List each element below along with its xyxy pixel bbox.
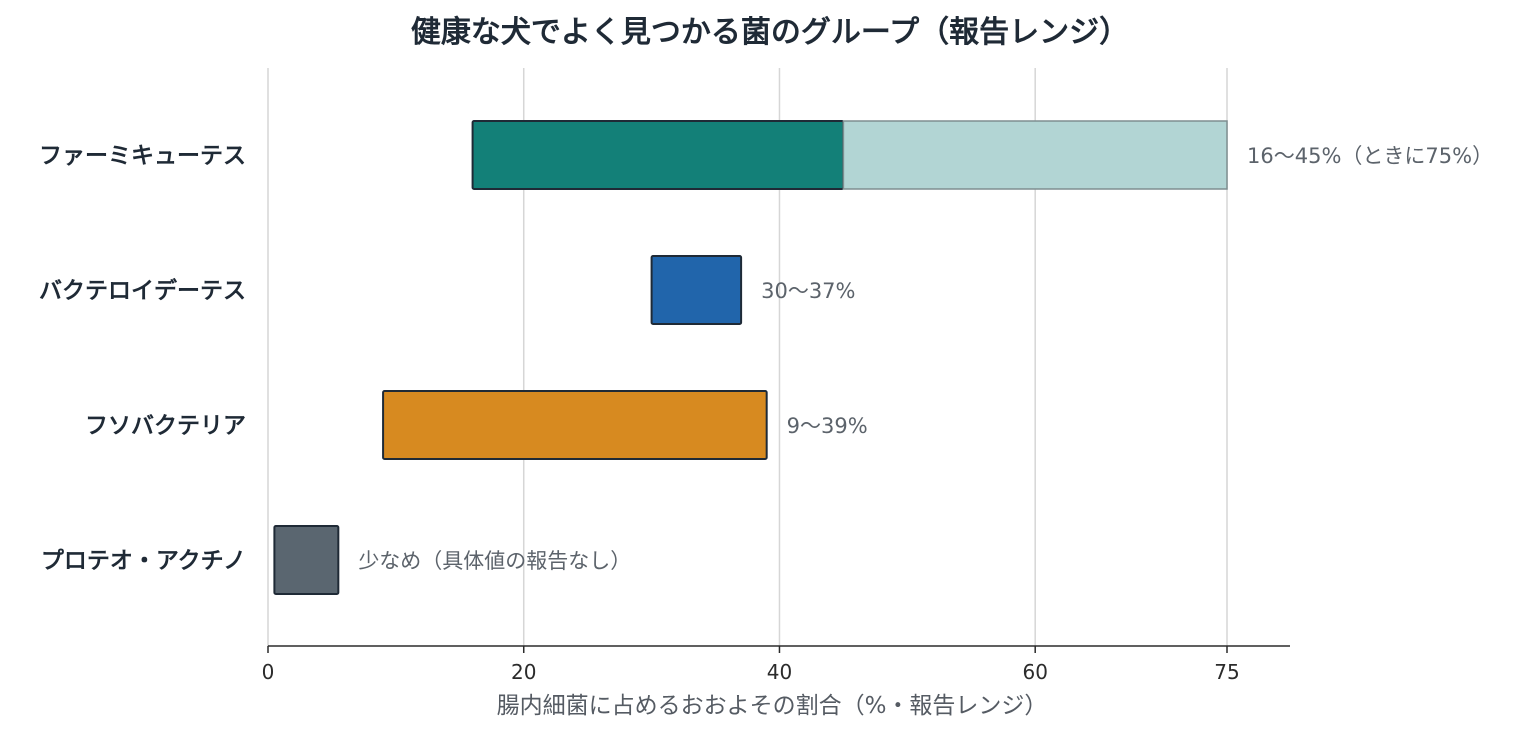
- data-label: 16〜45%（ときに75%）: [1247, 144, 1493, 168]
- category-label: プロテオ・アクチノ: [41, 548, 246, 574]
- x-tick-label: 0: [262, 660, 275, 684]
- category-label: ファーミキューテス: [39, 143, 246, 169]
- x-axis: 0 20 40 60 75: [262, 645, 1290, 684]
- x-tick-label: 40: [767, 660, 792, 684]
- data-label: 9〜39%: [787, 414, 868, 438]
- category-label: バクテロイデーテス: [39, 277, 246, 304]
- bars: [273, 120, 1228, 595]
- x-tick-label: 75: [1214, 660, 1239, 684]
- category-label: フソバクテリア: [85, 413, 246, 439]
- data-label: 少なめ（具体値の報告なし）: [358, 549, 631, 573]
- chart-title: 健康な犬でよく見つかる菌のグループ（報告レンジ）: [411, 15, 1129, 50]
- x-axis-label: 腸内細菌に占めるおおよその割合（%・報告レンジ）: [497, 693, 1048, 719]
- bar-extended-range: [842, 120, 1228, 190]
- x-tick-label: 60: [1022, 660, 1047, 684]
- bar-1: [471, 120, 845, 190]
- labels: ファーミキューテス 16〜45%（ときに75%） バクテロイデーテス 30〜37% フソ…: [39, 143, 1493, 574]
- bar-3: [382, 390, 768, 460]
- data-label: 30〜37%: [761, 279, 855, 303]
- bar-4: [273, 525, 340, 595]
- x-tick-label: 20: [511, 660, 536, 684]
- bar-2: [650, 255, 743, 325]
